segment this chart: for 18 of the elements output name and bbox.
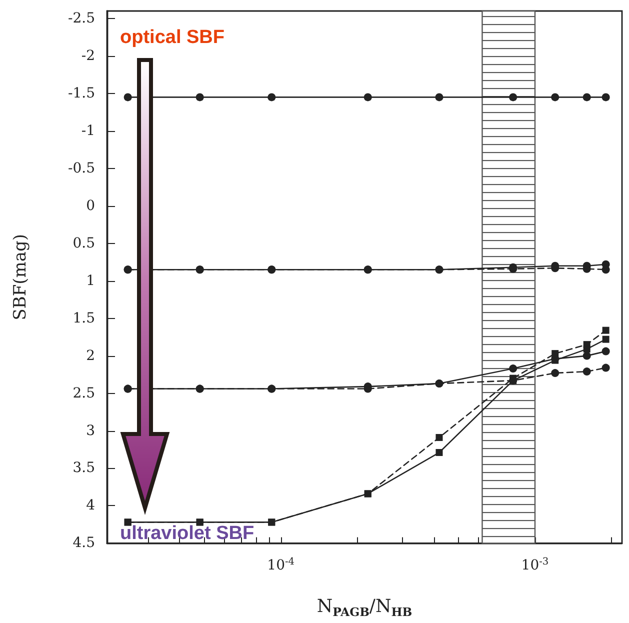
y-tick-label: 2.5 xyxy=(72,385,95,402)
y-axis-title: SBF(mag) xyxy=(10,234,30,320)
y-tick-label: 4.5 xyxy=(72,535,95,552)
annotation: ultraviolet SBF xyxy=(120,523,254,544)
y-tick-label: 1 xyxy=(86,272,95,289)
y-tick-label: 1.5 xyxy=(72,310,95,326)
y-tick-label: -0.5 xyxy=(68,160,95,176)
y-tick-label: 2 xyxy=(86,348,95,364)
annotation: optical SBF xyxy=(120,27,225,48)
y-tick-label: 0 xyxy=(86,198,95,214)
y-tick-label: 3 xyxy=(86,422,95,439)
y-tick-label: 3.5 xyxy=(72,460,95,476)
y-tick-label: 0.5 xyxy=(72,235,95,252)
y-tick-label: -1 xyxy=(81,122,95,139)
y-tick-label: -2 xyxy=(81,48,95,64)
y-tick-label: -2.5 xyxy=(68,10,95,26)
y-tick-label: 4 xyxy=(86,498,96,514)
y-tick-label: -1.5 xyxy=(68,85,95,102)
